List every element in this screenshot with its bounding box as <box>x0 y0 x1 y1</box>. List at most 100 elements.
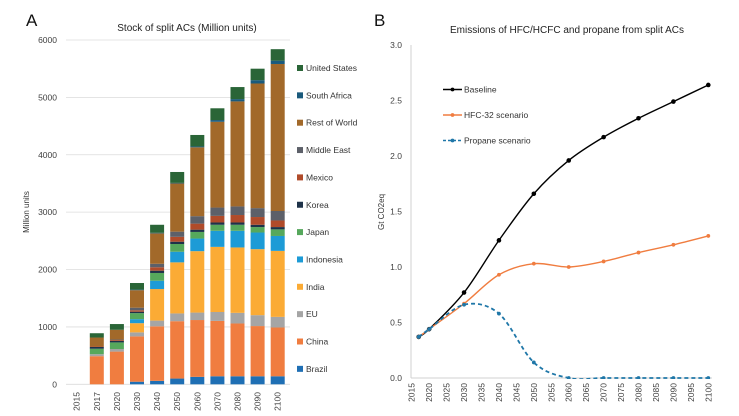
x-tick-label: 2015 <box>407 383 417 402</box>
bar-segment-middle-east-2100 <box>270 211 285 221</box>
bar-segment-rest-of-world-2017 <box>89 337 104 347</box>
panel-b-series <box>416 82 711 379</box>
y-tick-label: 1.0 <box>390 262 402 272</box>
x-tick-label: 2017 <box>92 392 102 411</box>
bar-segment-united-states-2100 <box>270 49 285 61</box>
y-tick-label: 1000 <box>38 322 57 332</box>
panel-b-y-ticks: 0.0 0.5 1.0 1.5 2.0 2.5 3.0 <box>390 40 402 383</box>
marker-hfc-32-scenario-2060 <box>566 265 571 269</box>
x-tick-label: 2100 <box>703 383 713 402</box>
panel-a-legend: United States South Africa Rest of World Mi… <box>297 63 358 374</box>
bar-segment-india-2070 <box>210 246 225 312</box>
bar-segment-rest-of-world-2100 <box>270 63 285 212</box>
bar-segment-rest-of-world-2020 <box>109 329 124 340</box>
panel-a-y-axis-label: Million units <box>22 191 31 233</box>
bar-segment-indonesia-2060 <box>190 238 205 252</box>
bar-segment-china-2040 <box>150 326 165 381</box>
legend-swatch <box>297 229 303 236</box>
marker-hfc-32-scenario-2050 <box>531 261 536 266</box>
bar-segment-brazil-2040 <box>150 380 165 385</box>
bar-segment-mexico-2017 <box>89 346 104 348</box>
panel-b-y-axis-label: Gt CO2eq <box>377 194 386 230</box>
bar-segment-korea-2020 <box>109 340 124 343</box>
bar-segment-united-states-2020 <box>109 324 124 330</box>
bar-segment-south-africa-2050 <box>170 182 185 184</box>
bar-segment-mexico-2080 <box>230 215 245 223</box>
legend-label: Indonesia <box>306 254 343 264</box>
bar-segment-brazil-2080 <box>230 376 245 385</box>
x-tick-label: 2055 <box>546 383 556 402</box>
legend-item-united-states: United States <box>297 63 357 73</box>
bar-segment-eu-2020 <box>109 349 124 352</box>
bar-segment-rest-of-world-2050 <box>170 183 185 232</box>
bar-segment-united-states-2070 <box>210 108 225 121</box>
bar-segment-brazil-2100 <box>270 376 285 385</box>
legend-swatch <box>297 365 303 372</box>
marker-hfc-32-scenario-2090 <box>671 242 676 247</box>
bar-segment-japan-2080 <box>230 224 245 231</box>
legend-item-hfc-32-scenario: HFC-32 scenario <box>443 110 529 120</box>
bar-segment-brazil-2070 <box>210 376 225 385</box>
marker-hfc-32-scenario-2040 <box>497 272 501 277</box>
panel-b-axes <box>410 45 712 379</box>
bar-segment-indonesia-2030 <box>130 319 144 324</box>
bar-segment-indonesia-2090 <box>250 232 265 250</box>
bar-segment-united-states-2040 <box>150 224 165 233</box>
bar-segment-korea-2040 <box>150 270 165 273</box>
legend-swatch <box>297 119 303 126</box>
bar-segment-japan-2030 <box>130 313 144 320</box>
y-tick-label: 0.0 <box>390 373 402 383</box>
panel-a-bars <box>89 49 285 385</box>
x-tick-label: 2065 <box>581 383 591 402</box>
marker-baseline-2050 <box>531 191 537 197</box>
bar-segment-indonesia-2050 <box>170 251 185 263</box>
bar-segment-japan-2020 <box>109 342 124 350</box>
legend-marker <box>450 113 455 117</box>
panel-a-title: Stock of split ACs (Million units) <box>117 23 257 34</box>
bar-segment-south-africa-2090 <box>250 80 265 84</box>
x-tick-label: 2100 <box>273 392 283 411</box>
legend-swatch <box>297 256 303 263</box>
y-tick-label: 6000 <box>38 35 57 45</box>
legend-label: Brazil <box>306 364 327 374</box>
marker-baseline-2030 <box>461 290 467 295</box>
panel-b-x-ticks: 2015 2020 2025 2030 2035 2040 2045 2050 2055 2060… <box>407 383 714 402</box>
bar-segment-china-2017 <box>89 356 104 385</box>
marker-baseline-2100 <box>706 82 711 88</box>
marker-propane-scenario-2100 <box>706 376 711 379</box>
legend-swatch <box>297 174 303 181</box>
y-tick-label: 5000 <box>38 92 57 102</box>
bar-segment-eu-2017 <box>89 354 104 357</box>
legend-item-middle-east: Middle East <box>297 145 351 155</box>
legend-label: China <box>306 337 328 347</box>
bar-segment-eu-2040 <box>150 320 165 327</box>
bar-segment-rest-of-world-2060 <box>190 147 205 217</box>
bar-segment-south-africa-2080 <box>230 99 245 102</box>
marker-baseline-2080 <box>636 115 641 121</box>
bar-segment-middle-east-2040 <box>150 263 165 268</box>
panel-a-label: A <box>26 11 38 30</box>
y-tick-label: 2.0 <box>390 151 402 161</box>
bar-segment-eu-2050 <box>170 313 185 322</box>
bar-segment-china-2060 <box>190 320 205 377</box>
bar-segment-india-2040 <box>150 289 165 321</box>
bar-segment-middle-east-2080 <box>230 206 245 216</box>
y-tick-label: 1.5 <box>390 207 402 217</box>
bar-segment-mexico-2030 <box>130 310 144 312</box>
bar-segment-india-2100 <box>270 250 285 317</box>
legend-item-brazil: Brazil <box>297 364 327 374</box>
x-tick-label: 2030 <box>132 392 142 411</box>
bar-segment-korea-2070 <box>210 222 225 225</box>
panel-a-stock-chart: A Stock of split ACs (Million units) Mil… <box>22 11 358 411</box>
bar-segment-brazil-2090 <box>250 376 265 385</box>
legend-item-indonesia: Indonesia <box>297 254 343 264</box>
x-tick-label: 2045 <box>511 383 521 402</box>
legend-label: Baseline <box>464 85 497 95</box>
legend-label: Japan <box>306 227 329 237</box>
bar-segment-south-africa-2030 <box>130 289 144 291</box>
bar-segment-china-2030 <box>130 336 144 382</box>
bar-segment-japan-2060 <box>190 231 205 239</box>
bar-segment-india-2060 <box>190 251 205 313</box>
marker-propane-scenario-2017 <box>416 335 421 339</box>
panel-a-y-ticks: 0 1000 2000 3000 4000 5000 6000 <box>38 35 57 389</box>
